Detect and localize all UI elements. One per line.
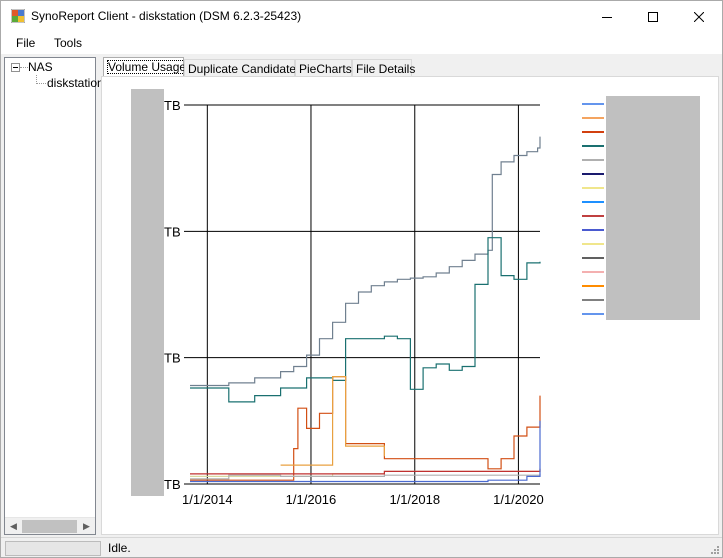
tab-label: File Details <box>356 62 416 76</box>
close-icon <box>694 11 704 22</box>
x-tick-label: 1/1/2014 <box>182 492 233 507</box>
progress-bar <box>5 541 101 556</box>
tab-label: PieCharts <box>299 62 352 76</box>
title-bar[interactable]: SynoReport Client - diskstation (DSM 6.2… <box>1 1 722 32</box>
y-tick-label: TB <box>164 351 181 366</box>
maximize-button[interactable] <box>630 1 676 32</box>
x-tick-label: 1/1/2016 <box>286 492 337 507</box>
y-tick-label: TB <box>164 98 181 113</box>
tree-connector <box>36 83 46 84</box>
tab-volume-usage[interactable]: Volume Usage <box>103 57 188 77</box>
tree-node-nas[interactable]: NAS <box>28 60 53 74</box>
tree-horizontal-scrollbar[interactable]: ◀ ▶ <box>5 517 95 534</box>
menu-bar: File Tools <box>1 32 722 54</box>
nas-tree-view[interactable]: NAS diskstation ◀ ▶ <box>4 57 104 535</box>
status-bar: Idle. <box>1 537 722 557</box>
series-line <box>190 473 541 480</box>
series-line <box>280 376 385 466</box>
app-icon <box>11 9 25 23</box>
tab-duplicate-candidates[interactable]: Duplicate Candidates <box>184 59 302 77</box>
scroll-right-icon[interactable]: ▶ <box>83 521 90 531</box>
series-line <box>190 468 541 475</box>
maximize-icon <box>648 11 658 22</box>
minimize-icon <box>602 16 612 18</box>
tab-piecharts[interactable]: PieCharts <box>295 59 352 77</box>
collapse-icon[interactable] <box>11 63 20 72</box>
volume-usage-panel: 1/1/2014 1/1/2016 1/1/2018 1/1/2020 TB TB TB TB <box>101 76 719 535</box>
series-line <box>190 376 541 481</box>
close-button[interactable] <box>676 1 722 32</box>
scroll-thumb[interactable] <box>22 520 77 533</box>
resize-grip-icon[interactable] <box>710 545 720 555</box>
y-tick-label: TB <box>164 224 181 239</box>
series-line <box>190 136 541 387</box>
x-tick-label: 1/1/2020 <box>493 492 544 507</box>
tab-file-details[interactable]: File Details <box>352 59 416 77</box>
series-line <box>190 420 541 483</box>
volume-usage-chart: 1/1/2014 1/1/2016 1/1/2018 1/1/2020 TB TB TB TB <box>131 89 700 507</box>
tree-connector <box>20 67 28 68</box>
tree-node-diskstation[interactable]: diskstation <box>47 76 104 90</box>
x-tick-label: 1/1/2018 <box>389 492 440 507</box>
menu-file[interactable]: File <box>16 36 36 50</box>
y-tick-label: TB <box>164 477 181 492</box>
window-title: SynoReport Client - diskstation (DSM 6.2… <box>31 9 302 23</box>
scroll-left-icon[interactable]: ◀ <box>10 521 17 531</box>
menu-tools[interactable]: Tools <box>54 36 83 50</box>
series-line <box>190 237 541 403</box>
tab-label: Duplicate Candidates <box>188 62 303 76</box>
status-text: Idle. <box>108 541 131 555</box>
minimize-button[interactable] <box>584 1 630 32</box>
tree-connector <box>36 75 37 84</box>
legend-redaction <box>606 96 700 320</box>
y-axis-label-redaction <box>131 89 164 496</box>
tab-label: Volume Usage <box>107 60 188 74</box>
